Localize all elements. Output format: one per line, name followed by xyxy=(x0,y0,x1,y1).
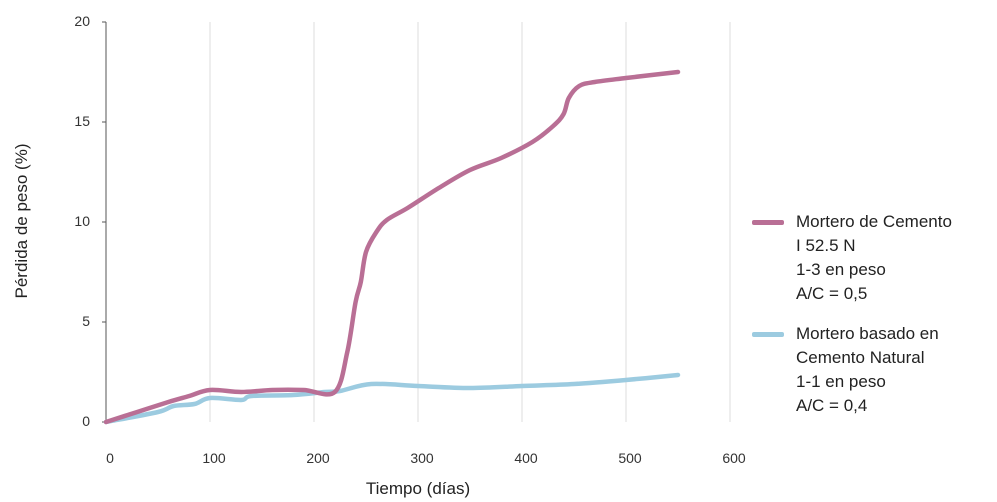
y-tick-label: 0 xyxy=(82,413,90,429)
legend-item-1: Mortero de Cemento I 52.5 N 1-3 en peso A/C… xyxy=(752,210,997,306)
legend: Mortero de Cemento I 52.5 N 1-3 en peso A/C… xyxy=(752,210,997,434)
legend-label: Mortero basado en xyxy=(796,324,939,343)
y-axis-title: Pérdida de peso (%) xyxy=(12,144,31,299)
x-axis-title: Tiempo (días) xyxy=(366,479,470,498)
x-tick-label: 200 xyxy=(306,450,330,466)
x-tick-label: 0 xyxy=(106,450,114,466)
series-layer xyxy=(103,69,681,425)
y-tick-label: 5 xyxy=(82,313,90,329)
grid xyxy=(209,22,731,422)
y-tick-label: 10 xyxy=(74,213,90,229)
x-tick-label: 400 xyxy=(514,450,538,466)
axes xyxy=(102,21,107,423)
legend-swatch xyxy=(752,332,784,337)
series-line-2 xyxy=(103,372,681,425)
legend-label: 1-3 en peso xyxy=(796,260,886,279)
legend-label: Cemento Natural xyxy=(796,348,925,367)
y-tick-label: 20 xyxy=(74,13,90,29)
series-line-1 xyxy=(103,69,681,425)
legend-label: Mortero de Cemento xyxy=(796,212,952,231)
y-tick-label: 15 xyxy=(74,113,90,129)
legend-swatch xyxy=(752,220,784,225)
x-tick-label: 300 xyxy=(410,450,434,466)
x-tick-label: 100 xyxy=(202,450,226,466)
legend-label: A/C = 0,5 xyxy=(796,284,868,303)
legend-label: 1-1 en peso xyxy=(796,372,886,391)
legend-label: A/C = 0,4 xyxy=(796,396,868,415)
x-tick-label: 500 xyxy=(618,450,642,466)
legend-item-2: Mortero basado en Cemento Natural 1-1 en p… xyxy=(752,322,997,418)
legend-label: I 52.5 N xyxy=(796,236,856,255)
x-tick-label: 600 xyxy=(722,450,746,466)
